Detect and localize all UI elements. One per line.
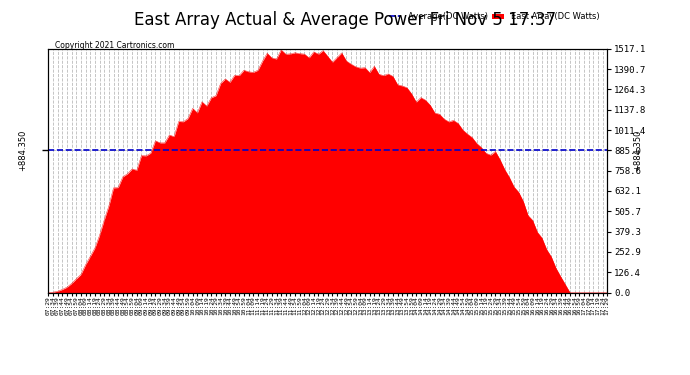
Text: +884.350: +884.350: [19, 130, 28, 171]
Text: Copyright 2021 Cartronics.com: Copyright 2021 Cartronics.com: [55, 41, 175, 50]
Legend: Average(DC Watts), East Array(DC Watts): Average(DC Watts), East Array(DC Watts): [385, 9, 603, 25]
Text: +884.350: +884.350: [633, 130, 642, 171]
Text: East Array Actual & Average Power Fri Nov 5 17:37: East Array Actual & Average Power Fri No…: [134, 11, 556, 29]
